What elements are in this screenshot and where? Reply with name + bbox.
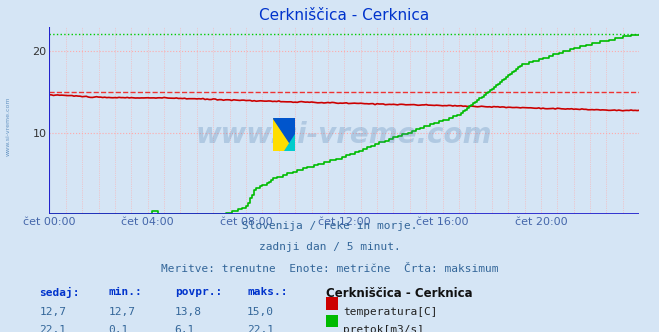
Text: povpr.:: povpr.: [175,287,222,297]
Text: Slovenija / reke in morje.: Slovenija / reke in morje. [242,221,417,231]
Text: min.:: min.: [109,287,142,297]
Text: 22,1: 22,1 [247,325,274,332]
Polygon shape [284,134,295,151]
Text: zadnji dan / 5 minut.: zadnji dan / 5 minut. [258,242,401,252]
Text: 12,7: 12,7 [40,307,67,317]
Text: 6,1: 6,1 [175,325,195,332]
Text: maks.:: maks.: [247,287,287,297]
Text: www.si-vreme.com: www.si-vreme.com [196,122,492,149]
Text: 12,7: 12,7 [109,307,136,317]
Text: 0,1: 0,1 [109,325,129,332]
Text: 22,1: 22,1 [40,325,67,332]
Text: 15,0: 15,0 [247,307,274,317]
Text: Cerkniščica - Cerknica: Cerkniščica - Cerknica [326,287,473,300]
Text: Meritve: trenutne  Enote: metrične  Črta: maksimum: Meritve: trenutne Enote: metrične Črta: … [161,264,498,274]
Polygon shape [273,118,295,151]
Polygon shape [273,118,295,151]
Title: Cerkniščica - Cerknica: Cerkniščica - Cerknica [259,8,430,23]
Text: 13,8: 13,8 [175,307,202,317]
Text: sedaj:: sedaj: [40,287,80,298]
Text: www.si-vreme.com: www.si-vreme.com [5,96,11,156]
Text: temperatura[C]: temperatura[C] [343,307,438,317]
Text: pretok[m3/s]: pretok[m3/s] [343,325,424,332]
